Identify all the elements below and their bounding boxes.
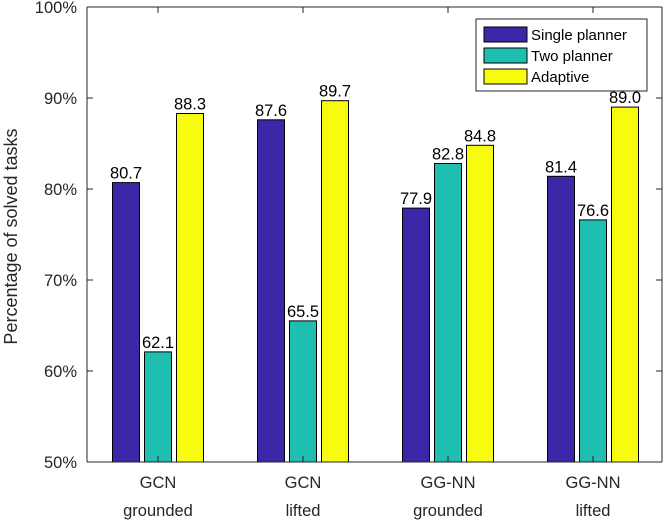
legend-swatch-single-planner <box>483 26 528 43</box>
data-label-two-planner-2: 65.5 <box>287 303 319 321</box>
y-tick-label-60: 60% <box>44 363 77 381</box>
x-tick-label-1-line2: grounded <box>123 502 193 520</box>
legend-label-adaptive: Adaptive <box>531 69 589 86</box>
y-tick-label-100: 100% <box>35 0 78 17</box>
legend-label-single-planner: Single planner <box>531 27 627 44</box>
data-labels-layer: 80.7 62.1 88.3 87.6 65.5 89.7 77.9 82.884.8 81.4… <box>110 83 641 352</box>
y-tick-label-70: 70% <box>44 272 77 290</box>
x-tick-label-3-line1: GG-NN <box>421 474 476 492</box>
x-tick-label-4-line2: lifted <box>576 502 611 520</box>
y-tick-label-90: 90% <box>44 90 77 108</box>
x-tick-label-4-line1: GG-NN <box>566 474 621 492</box>
data-label-two-planner-4: 76.6 <box>577 202 609 220</box>
bar-two-planner-4 <box>579 219 607 463</box>
bar-single-planner-4 <box>547 175 575 463</box>
bar-single-planner-2 <box>257 119 285 463</box>
legend: Single planner Two planner Adaptive <box>475 18 648 92</box>
y-tick-label-80: 80% <box>44 181 77 199</box>
x-tick-label-2-line2: lifted <box>286 502 321 520</box>
legend-swatch-two-planner <box>483 47 528 64</box>
data-label-adaptive-1: 88.3 <box>174 96 206 114</box>
bar-adaptive-3 <box>466 144 494 463</box>
data-label-single-planner-2: 87.6 <box>255 102 287 120</box>
data-label-two-planner-1: 62.1 <box>142 334 174 352</box>
bar-single-planner-1 <box>112 182 140 463</box>
bar-adaptive-2 <box>321 100 349 463</box>
y-tick-label-50: 50% <box>44 454 77 472</box>
data-label-single-planner-3: 77.9 <box>400 190 432 208</box>
data-label-adaptive-4: 89.0 <box>609 89 641 107</box>
bar-two-planner-2 <box>289 320 317 463</box>
x-tick-label-1-line1: GCN <box>140 474 177 492</box>
y-axis-title: Percentage of solved tasks <box>1 128 21 344</box>
x-tick-label-3-line2: grounded <box>413 502 483 520</box>
legend-label-two-planner: Two planner <box>531 48 613 65</box>
data-label-single-planner-4: 81.4 <box>545 158 577 176</box>
bar-adaptive-4 <box>611 106 639 463</box>
bar-two-planner-3 <box>434 163 462 463</box>
data-label-two-planner-3: 82.8 <box>432 146 464 164</box>
data-label-single-planner-1: 80.7 <box>110 165 142 183</box>
x-tick-label-2-line1: GCN <box>285 474 322 492</box>
bar-two-planner-1 <box>144 351 172 463</box>
legend-swatch-adaptive <box>483 68 528 85</box>
data-label-adaptive-2: 89.7 <box>319 83 351 101</box>
bar-single-planner-3 <box>402 207 430 463</box>
bar-adaptive-1 <box>176 113 204 463</box>
data-label-adaptive-3: 84.8 <box>464 127 496 145</box>
bars-layer <box>112 100 639 463</box>
